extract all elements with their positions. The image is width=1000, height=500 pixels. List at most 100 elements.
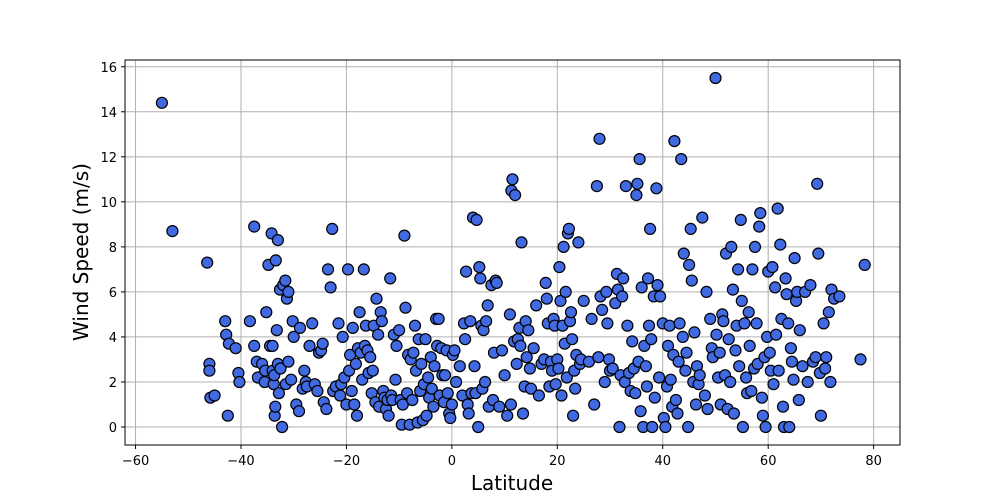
data-point: [557, 240, 570, 253]
data-point: [285, 373, 298, 386]
data-point: [272, 387, 285, 400]
data-point: [634, 405, 647, 418]
data-point: [774, 238, 787, 251]
data-point: [276, 420, 289, 434]
data-point: [700, 285, 713, 298]
data-point: [809, 351, 822, 364]
data-point: [668, 135, 681, 148]
data-point: [650, 182, 663, 195]
data-point: [814, 409, 828, 422]
data-point: [555, 389, 568, 402]
data-point: [727, 407, 741, 420]
data-point: [767, 378, 780, 391]
data-point: [588, 398, 601, 411]
data-point: [653, 290, 667, 303]
data-point: [564, 306, 578, 319]
data-point: [480, 315, 493, 328]
data-point: [349, 357, 362, 370]
data-point: [459, 333, 472, 346]
data-point: [527, 342, 540, 355]
data-point: [572, 236, 585, 249]
data-point: [772, 364, 785, 377]
x-tick-label: −40: [227, 454, 254, 469]
data-point: [739, 371, 753, 384]
data-point: [384, 272, 397, 285]
data-point: [530, 299, 543, 312]
data-point: [822, 306, 835, 319]
data-point: [629, 387, 642, 400]
data-point: [219, 315, 232, 328]
data-point: [372, 328, 385, 341]
data-point: [621, 319, 634, 332]
data-point: [643, 222, 657, 235]
data-point: [504, 398, 517, 411]
data-point: [785, 355, 799, 368]
plot-area-frame: [124, 59, 901, 446]
data-point: [474, 272, 487, 285]
data-point: [729, 344, 742, 357]
x-tick-label: −60: [122, 454, 149, 469]
data-point: [793, 324, 806, 337]
data-point: [750, 317, 763, 330]
data-point: [441, 387, 454, 400]
data-point: [364, 351, 377, 364]
x-tick-label: 80: [865, 454, 882, 469]
data-point: [350, 409, 364, 422]
data-point: [370, 292, 383, 305]
y-tick-label: 10: [100, 196, 117, 211]
data-point: [811, 177, 824, 190]
data-point: [407, 346, 420, 359]
data-point: [248, 339, 261, 352]
data-point: [460, 265, 473, 278]
data-point: [681, 420, 695, 434]
data-point: [508, 189, 522, 202]
data-point: [515, 236, 528, 249]
data-point: [408, 319, 422, 332]
data-point: [270, 324, 283, 337]
data-point: [375, 315, 388, 328]
data-point: [724, 375, 737, 389]
data-point: [782, 317, 795, 330]
data-point: [735, 294, 748, 307]
data-point: [713, 346, 726, 359]
data-point: [406, 393, 419, 407]
data-point: [382, 409, 395, 422]
data-point: [201, 256, 214, 269]
data-point: [316, 337, 329, 350]
data-point: [745, 384, 758, 398]
data-point: [671, 407, 684, 420]
x-tick-label: −20: [333, 454, 360, 469]
data-point: [645, 333, 658, 346]
data-point: [776, 400, 790, 413]
data-point: [566, 409, 580, 422]
data-point: [514, 339, 527, 352]
data-point: [524, 382, 538, 395]
data-point: [348, 398, 361, 411]
data-point: [298, 364, 311, 377]
data-point: [592, 351, 605, 364]
data-point: [260, 306, 273, 319]
y-tick-label: 12: [100, 151, 117, 166]
data-point: [812, 247, 825, 260]
data-point: [422, 371, 435, 384]
data-point: [510, 357, 523, 370]
data-point: [788, 252, 801, 265]
data-point: [824, 375, 837, 389]
data-point: [554, 294, 567, 307]
data-point: [679, 364, 692, 377]
y-axis-ticks: 0 2 4 6 8 10 12 14 16: [100, 61, 125, 436]
data-point: [336, 330, 349, 343]
data-point: [639, 360, 653, 373]
data-point: [271, 234, 284, 247]
data-point: [710, 328, 723, 341]
data-point: [585, 312, 598, 325]
data-point: [717, 315, 730, 328]
data-point: [399, 301, 412, 314]
x-tick-label: 40: [654, 454, 671, 469]
y-axis-label: Wind Speed (m/s): [69, 163, 93, 341]
y-tick-label: 2: [109, 376, 117, 391]
data-point: [560, 371, 573, 384]
data-point: [780, 288, 793, 301]
data-point: [565, 333, 579, 346]
x-axis-ticks: −60 −40 −20 0 20 40 60 80: [122, 445, 882, 469]
